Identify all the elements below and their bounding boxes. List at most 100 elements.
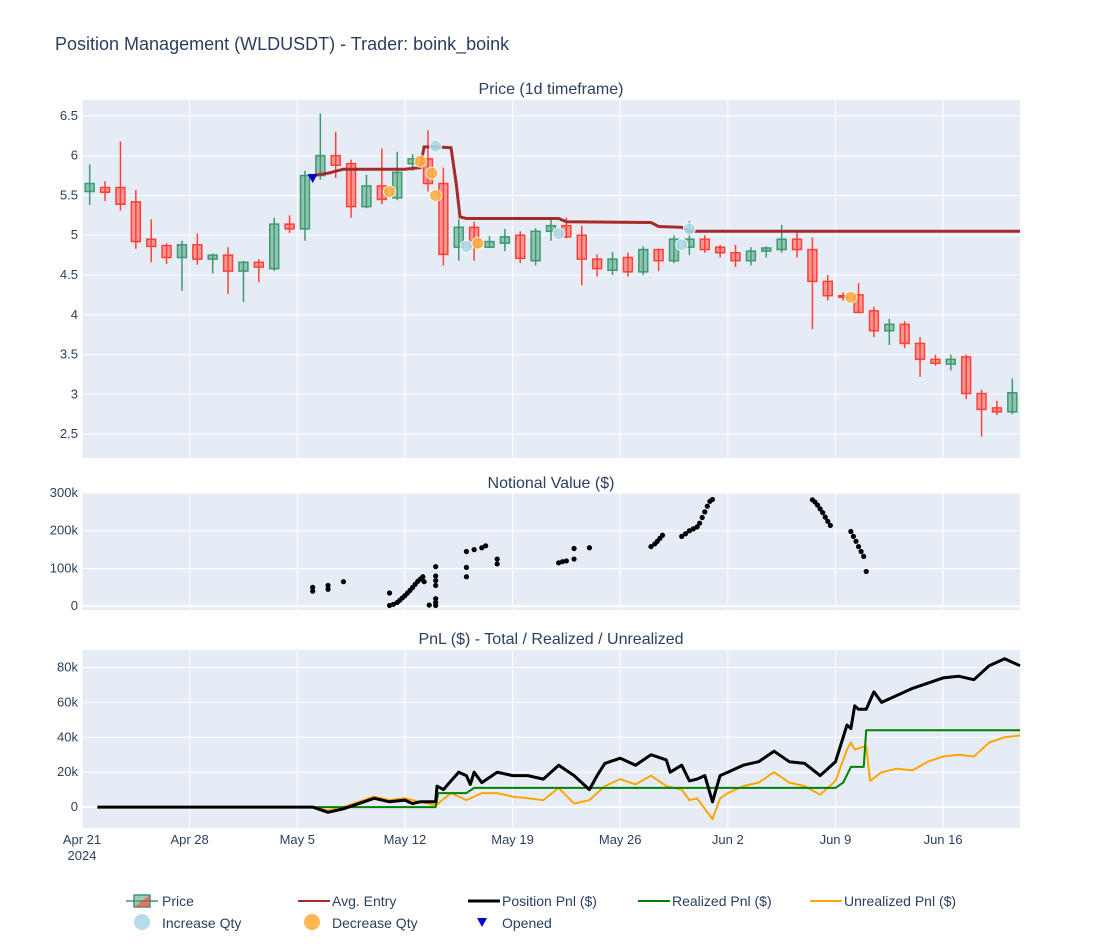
x-tick-label: Jun 9 — [820, 832, 852, 847]
candle — [976, 389, 987, 437]
notional-point — [699, 514, 705, 521]
candle — [653, 248, 664, 272]
y-tick-label: 60k — [57, 694, 78, 709]
candle-body — [607, 258, 618, 271]
legend-item: Price — [126, 893, 194, 909]
y-tick-label: 300k — [50, 485, 79, 500]
candle-body — [192, 244, 203, 260]
notional-point — [463, 564, 470, 570]
candle — [791, 230, 803, 258]
legend-item: Opened — [477, 915, 552, 931]
notional-point — [479, 545, 485, 551]
candle — [484, 236, 495, 248]
candle-body — [884, 323, 895, 332]
opened-marker — [307, 173, 318, 183]
notional-point — [709, 496, 716, 503]
candle — [145, 219, 157, 263]
notional-point — [310, 588, 316, 594]
x-tick-label: May 26 — [599, 832, 642, 847]
candle — [253, 259, 265, 283]
legend-item: Unrealized Pnl ($) — [810, 893, 956, 909]
y-tick-label: 0 — [71, 799, 78, 814]
candle-body — [130, 201, 142, 243]
series-line-0 — [97, 657, 1021, 814]
candle — [607, 251, 618, 276]
candle — [868, 306, 880, 338]
candle — [161, 243, 172, 264]
x-tick-label-line: May 19 — [491, 832, 534, 847]
notional-point — [697, 520, 703, 526]
x-tick-label-line: May 26 — [599, 832, 642, 847]
candle — [745, 247, 757, 266]
decrease-qty-marker — [429, 189, 443, 202]
candle-body — [638, 248, 649, 273]
candle-body — [991, 407, 1003, 413]
subplot-title: PnL ($) - Total / Realized / Unrealized — [418, 631, 683, 648]
notional-point — [463, 574, 470, 580]
candle — [130, 189, 142, 249]
candle-body — [730, 251, 741, 262]
notional-point — [563, 558, 569, 564]
x-tick-label: Jun 2 — [712, 832, 744, 847]
candle-body — [914, 342, 926, 361]
candle — [622, 252, 634, 277]
notional-point — [559, 559, 566, 565]
candle-body — [499, 236, 511, 244]
candle-body — [853, 294, 864, 314]
decrease-qty-marker — [471, 236, 485, 250]
legend-triangle-icon — [477, 918, 487, 927]
notional-point — [679, 533, 685, 540]
increase-qty-marker — [552, 227, 566, 241]
candle-body — [392, 171, 403, 199]
candle-body — [299, 174, 311, 230]
x-tick-label: May 5 — [280, 832, 315, 847]
notional-point — [340, 579, 347, 585]
notional-point — [325, 586, 331, 592]
increase-qty-marker — [429, 139, 443, 153]
candle-body — [515, 234, 526, 260]
candle — [284, 215, 295, 233]
legend-label: Position Pnl ($) — [502, 893, 597, 909]
y-tick-label: 200k — [50, 523, 79, 538]
y-tick-label: 3 — [71, 386, 78, 401]
increase-qty-marker — [675, 238, 689, 252]
candle — [515, 231, 526, 264]
candle — [776, 224, 787, 253]
notional-point — [433, 596, 439, 602]
y-tick-label: 2.5 — [60, 426, 78, 441]
y-tick-label: 80k — [57, 659, 78, 674]
candle — [222, 247, 234, 295]
notional-point — [310, 584, 316, 590]
notional-point — [850, 533, 857, 540]
candle-body — [930, 358, 941, 365]
x-tick-label-line: 2024 — [68, 848, 97, 863]
notional-point — [483, 543, 489, 549]
candle — [453, 219, 464, 261]
candle-body — [714, 246, 726, 254]
y-tick-label: 6 — [71, 148, 78, 163]
candle-body — [269, 223, 280, 270]
series-line-2 — [97, 734, 1021, 821]
legend-label: Realized Pnl ($) — [672, 893, 772, 909]
candle — [499, 228, 511, 252]
decrease-qty-marker — [425, 166, 439, 180]
y-tick-label: 4 — [71, 307, 78, 322]
candle — [991, 400, 1003, 416]
candle-body — [699, 238, 710, 251]
candle — [299, 170, 311, 241]
candle — [576, 225, 587, 286]
candle — [238, 260, 249, 303]
notional-point — [325, 582, 331, 589]
notional-point — [858, 548, 864, 555]
notional-point — [659, 532, 666, 538]
increase-qty-marker — [682, 222, 696, 236]
notional-point — [433, 577, 439, 584]
x-tick-label-line: Apr 21 — [63, 832, 101, 847]
notional-point — [421, 579, 427, 585]
candle — [115, 141, 126, 211]
candle — [99, 181, 111, 202]
candle-body — [761, 247, 772, 252]
candle-body — [84, 182, 95, 193]
candle-body — [161, 244, 172, 259]
notional-point — [848, 528, 854, 535]
